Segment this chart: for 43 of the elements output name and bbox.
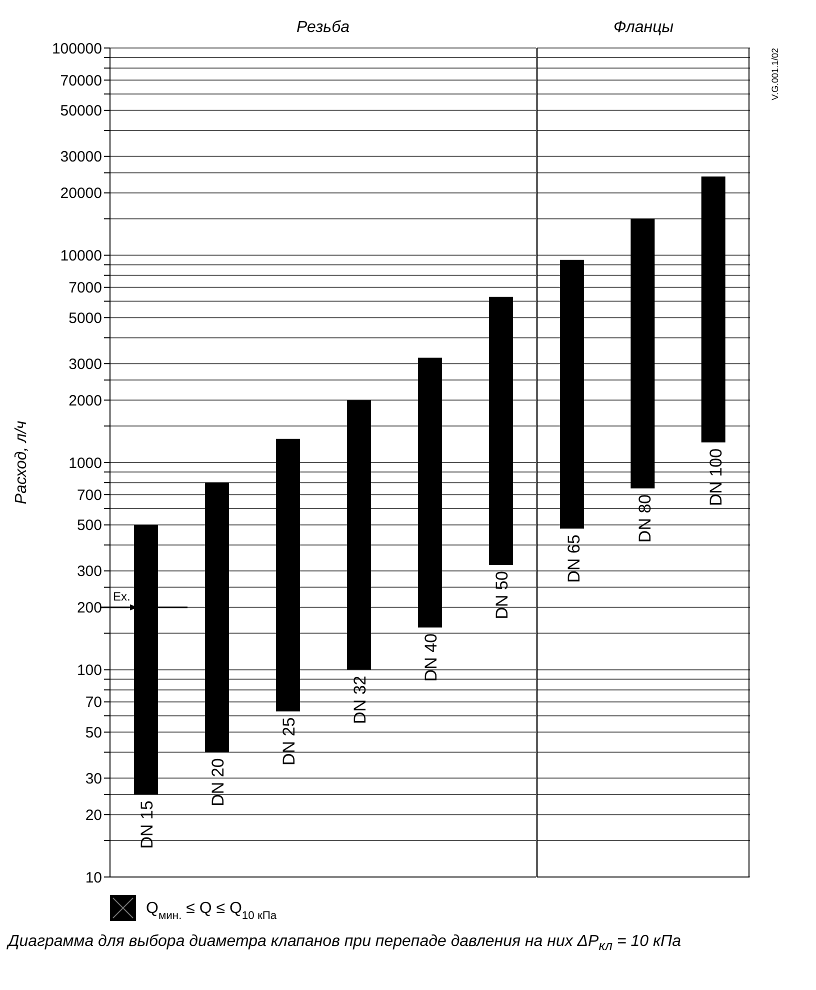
y-tick-label: 100000 xyxy=(52,40,102,58)
bar xyxy=(276,438,300,712)
x-tick-label: DN 40 xyxy=(422,633,440,682)
x-tick-label: DN 65 xyxy=(564,534,584,583)
x-tick-label: DN 100 xyxy=(706,448,726,506)
y-tick-label: 200 xyxy=(76,600,102,617)
chart-title: Резьба xyxy=(296,19,350,36)
y-tick-label: 70000 xyxy=(60,72,102,90)
y-tick-label: 20000 xyxy=(60,185,102,202)
y-tick-label: 30 xyxy=(85,770,102,788)
y-tick-label: 2000 xyxy=(68,392,102,410)
y-tick-label: 30000 xyxy=(60,148,102,166)
y-tick-label: 7000 xyxy=(68,280,102,297)
text: V.G.001.1/02 xyxy=(770,48,780,100)
annotation: Ex. xyxy=(113,589,130,604)
y-tick-label: 700 xyxy=(76,486,102,504)
bar xyxy=(418,358,442,628)
x-tick-label: DN 50 xyxy=(492,571,512,620)
y-tick-label: 10000 xyxy=(60,248,102,265)
y-tick-label: 50000 xyxy=(60,102,102,120)
y-tick-label: 3000 xyxy=(68,356,102,373)
legend-label: Q$_{мин.}$ ≤ Q ≤ Q$_{10 кПа}$ xyxy=(146,900,278,922)
x-tick-label: DN 32 xyxy=(350,676,370,724)
x-tick-label: DN 80 xyxy=(636,494,654,543)
x-tick-label: DN 20 xyxy=(208,758,228,806)
x-tick-label: DN 25 xyxy=(280,717,298,766)
bar xyxy=(205,482,229,752)
y-tick-label: 100 xyxy=(76,662,102,680)
bar xyxy=(489,296,513,566)
y-tick-label: 50 xyxy=(85,724,102,742)
y-tick-label: 10 xyxy=(85,869,102,886)
y-tick-label: 500 xyxy=(76,517,102,534)
y-tick-label: 70 xyxy=(85,694,102,712)
y-tick-label: 1000 xyxy=(68,454,102,472)
x-tick-label: DN 15 xyxy=(138,800,156,849)
text: Диаграмма для выбора диаметра клапанов при перепаде давления на них ΔP$_{кл}$ = 10 кПа xyxy=(8,932,682,954)
bar xyxy=(347,400,371,670)
chart-title: Фланцы xyxy=(613,19,674,36)
bar xyxy=(134,524,158,795)
y-tick-label: 300 xyxy=(76,563,102,580)
y-tick-label: 5000 xyxy=(68,310,102,327)
y-axis-title: Расход, л/ч xyxy=(13,420,30,504)
y-tick-label: 20 xyxy=(85,806,102,824)
